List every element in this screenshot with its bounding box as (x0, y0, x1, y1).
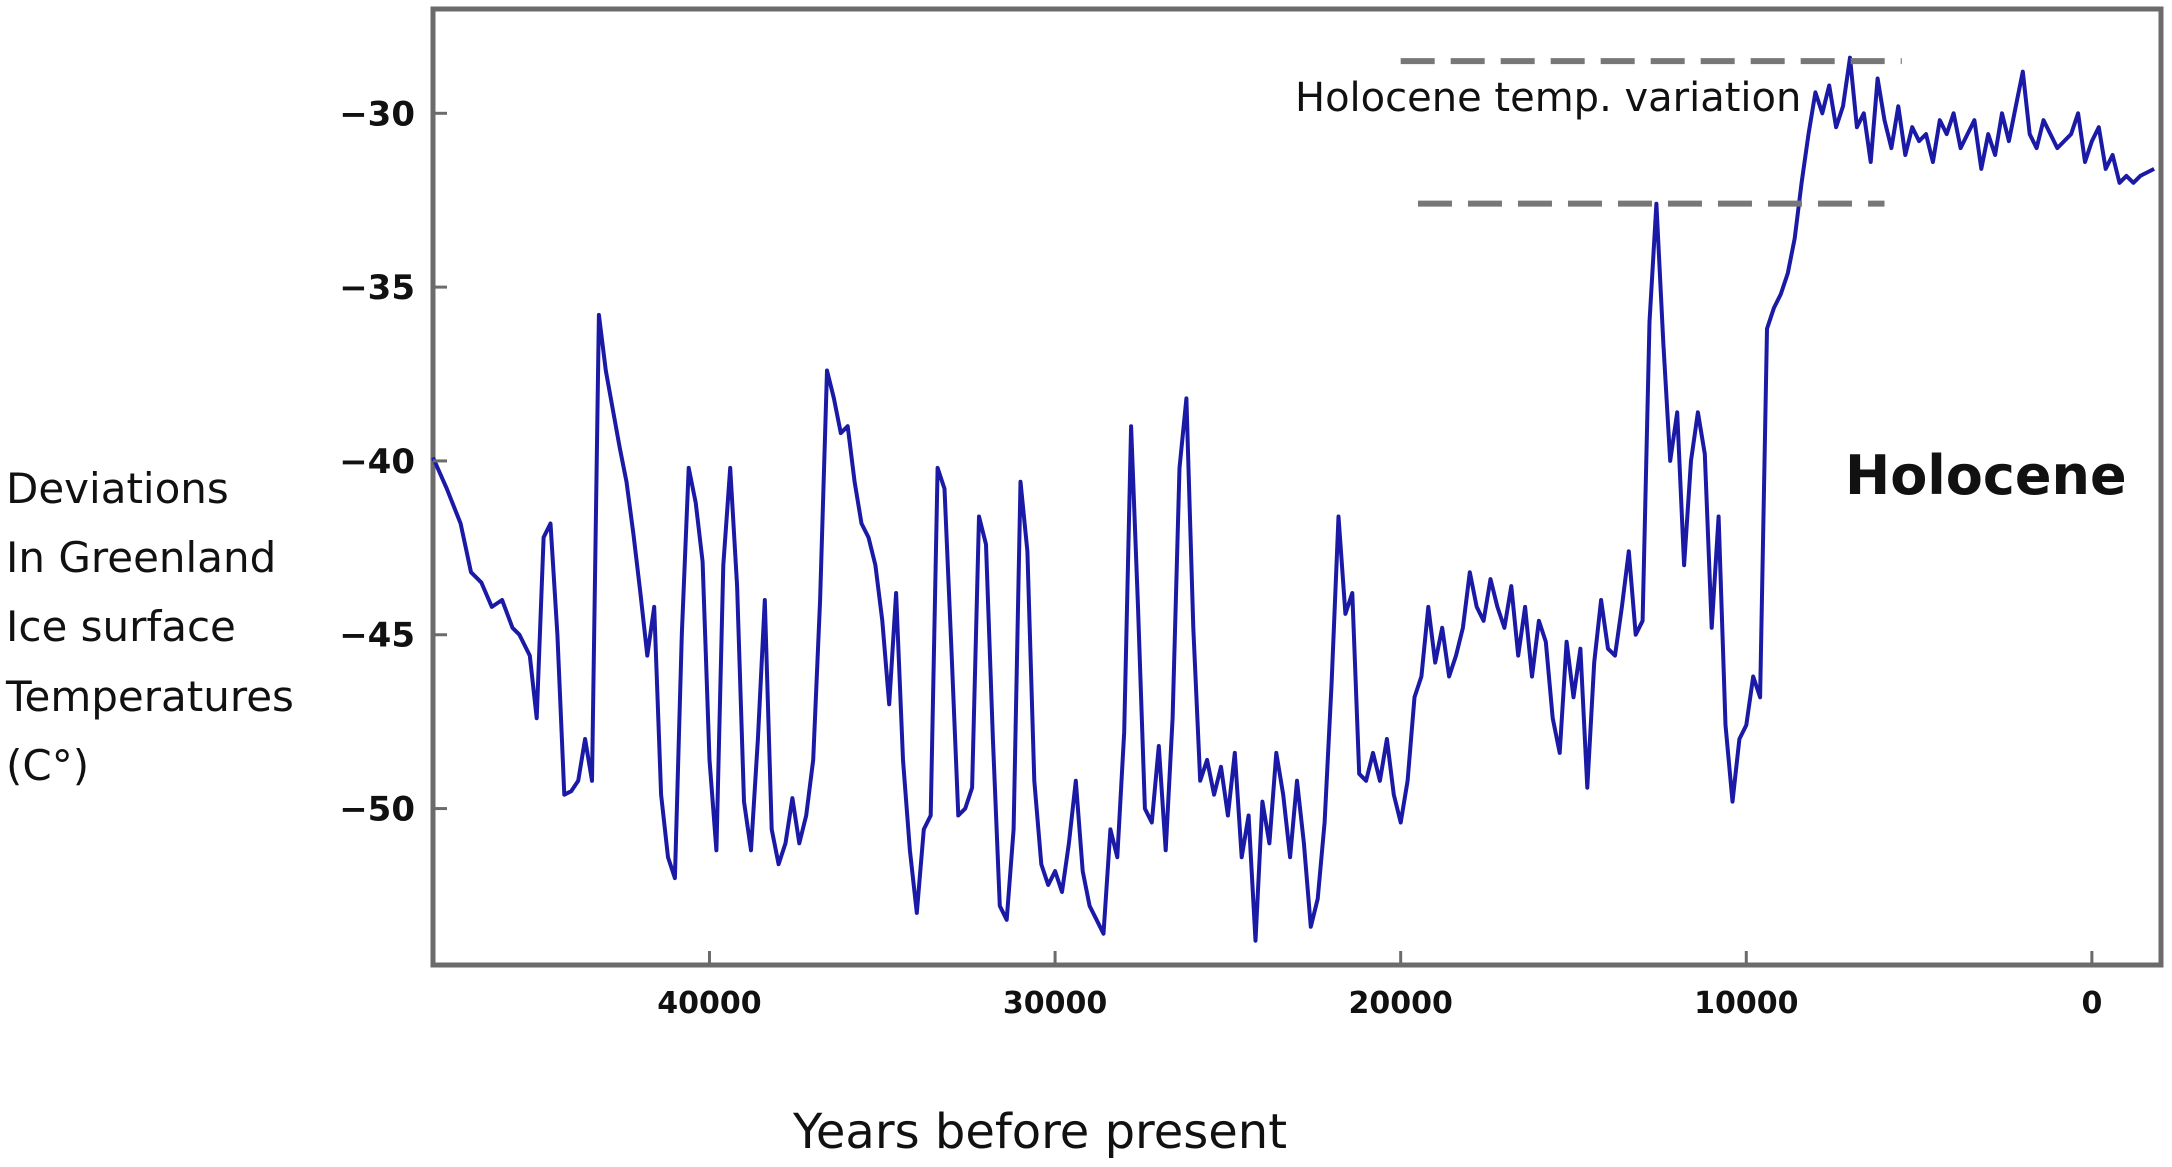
y-axis: −30 −35 −40 −45 −50 (339, 94, 447, 830)
annotation-group (1400, 58, 1902, 207)
plot-frame (430, 6, 2164, 968)
series-line (431, 55, 2156, 943)
x-tick-label: 0 (2081, 986, 2102, 1021)
y-axis-label-line: (C°) (6, 741, 89, 790)
y-axis-label-line: Ice surface (6, 602, 236, 651)
x-tick-label: 10000 (1694, 986, 1798, 1021)
y-tick-label: −45 (339, 616, 415, 656)
x-tick-label: 30000 (1003, 986, 1107, 1021)
y-tick-label: −50 (339, 790, 415, 830)
y-axis-label-line: Temperatures (5, 672, 294, 721)
y-axis-label-line: Deviations (6, 464, 229, 513)
x-axis: 40000 30000 20000 10000 0 (657, 951, 2102, 1021)
x-axis-label: Years before present (792, 1104, 1287, 1160)
y-axis-label-line: In Greenland (6, 533, 276, 582)
holocene-variation-label: Holocene temp. variation (1295, 75, 1801, 121)
x-tick-label: 20000 (1348, 986, 1452, 1021)
y-tick-label: −40 (339, 442, 415, 482)
series-group (431, 55, 2156, 943)
y-tick-label: −30 (339, 94, 415, 134)
y-axis-label: Deviations In Greenland Ice surface Temp… (5, 464, 294, 790)
y-tick-label: −35 (339, 268, 415, 308)
holocene-label: Holocene (1845, 444, 2127, 507)
x-tick-label: 40000 (657, 986, 761, 1021)
